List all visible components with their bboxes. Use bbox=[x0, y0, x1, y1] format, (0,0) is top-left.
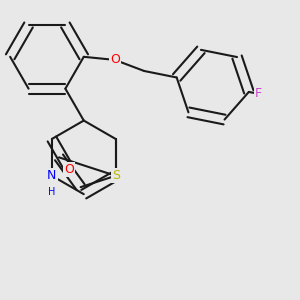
Text: S: S bbox=[112, 169, 120, 182]
Text: O: O bbox=[64, 163, 74, 176]
Text: F: F bbox=[255, 87, 262, 100]
Text: N: N bbox=[47, 169, 57, 182]
Text: H: H bbox=[48, 187, 56, 197]
Text: O: O bbox=[110, 53, 120, 66]
